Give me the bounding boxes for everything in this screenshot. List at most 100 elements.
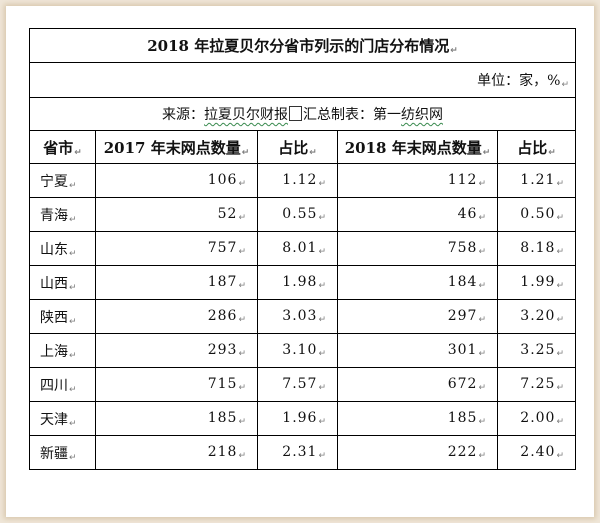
count-2018-cell: 301↵ <box>337 333 498 368</box>
count-2017-cell: 757↵ <box>95 231 258 266</box>
placeholder-box-icon <box>289 106 302 121</box>
paragraph-mark: ↵ <box>318 383 327 393</box>
document-frame: 2018 年拉夏贝尔分省市列示的门店分布情况↵ 单位：家，%↵ 来源：拉夏贝尔财… <box>6 6 594 517</box>
share-2017-cell: 2.31↵ <box>257 435 338 470</box>
paragraph-mark: ↵ <box>318 213 327 223</box>
share-2017-cell: 3.03↵ <box>257 299 338 334</box>
paragraph-mark: ↵ <box>238 213 247 223</box>
count-2017-cell: 185↵ <box>95 401 258 436</box>
paragraph-mark: ↵ <box>238 417 247 427</box>
count-2018-cell: 758↵ <box>337 231 498 266</box>
paragraph-mark: ↵ <box>238 451 247 461</box>
count-2018-cell: 184↵ <box>337 265 498 300</box>
table-row: 新疆↵ 218↵ 2.31↵ 222↵ 2.40↵ <box>29 435 577 470</box>
paragraph-mark: ↵ <box>69 248 77 259</box>
store-distribution-table: 2018 年拉夏贝尔分省市列示的门店分布情况↵ 单位：家，%↵ 来源：拉夏贝尔财… <box>28 28 577 470</box>
province-cell: 青海↵ <box>29 197 96 232</box>
paragraph-mark: ↵ <box>318 349 327 359</box>
province-cell: 宁夏↵ <box>29 163 96 198</box>
count-2018-cell: 185↵ <box>337 401 498 436</box>
paragraph-mark: ↵ <box>450 46 458 56</box>
share-2017-cell: 1.98↵ <box>257 265 338 300</box>
paragraph-mark: ↵ <box>69 180 77 191</box>
paragraph-mark: ↵ <box>478 349 487 359</box>
paragraph-mark: ↵ <box>69 452 77 463</box>
share-2018-cell: 2.40↵ <box>496 435 577 470</box>
paragraph-mark: ↵ <box>69 418 77 429</box>
province-cell: 天津↵ <box>29 401 96 436</box>
unit-row: 单位：家，%↵ <box>28 62 577 98</box>
share-2018-cell: 3.20↵ <box>496 299 577 334</box>
count-2017-cell: 293↵ <box>95 333 258 368</box>
paragraph-mark: ↵ <box>238 349 247 359</box>
share-2018-cell: 1.99↵ <box>496 265 577 300</box>
paragraph-mark: ↵ <box>478 213 487 223</box>
table-row: 山东↵ 757↵ 8.01↵ 758↵ 8.18↵ <box>29 231 577 266</box>
paragraph-mark: ↵ <box>556 179 566 189</box>
paragraph-mark: ↵ <box>74 147 82 158</box>
column-header-share-2018: 占比↵ <box>496 130 577 164</box>
table-row: 四川↵ 715↵ 7.57↵ 672↵ 7.25↵ <box>29 367 577 402</box>
share-2017-cell: 3.10↵ <box>257 333 338 368</box>
paragraph-mark: ↵ <box>309 147 317 158</box>
province-cell: 新疆↵ <box>29 435 96 470</box>
count-2017-cell: 187↵ <box>95 265 258 300</box>
table-row: 山西↵ 187↵ 1.98↵ 184↵ 1.99↵ <box>29 265 577 300</box>
table-title-cell: 2018 年拉夏贝尔分省市列示的门店分布情况↵ <box>28 28 577 63</box>
share-2018-cell: 3.25↵ <box>496 333 577 368</box>
paragraph-mark: ↵ <box>556 451 566 461</box>
source-prefix: 来源： <box>162 107 204 123</box>
count-2017-cell: 286↵ <box>95 299 258 334</box>
paragraph-mark: ↵ <box>318 417 327 427</box>
table-row: 宁夏↵ 106↵ 1.12↵ 112↵ 1.21↵ <box>29 163 577 198</box>
share-2018-cell: 8.18↵ <box>496 231 577 266</box>
count-2018-cell: 112↵ <box>337 163 498 198</box>
province-cell: 陕西↵ <box>29 299 96 334</box>
source-cell: 来源：拉夏贝尔财报 汇总制表：第一纺织网 <box>28 97 577 131</box>
column-header-province: 省市↵ <box>29 130 96 164</box>
paragraph-mark: ↵ <box>556 213 566 223</box>
share-2018-cell: 2.00↵ <box>496 401 577 436</box>
province-cell: 山西↵ <box>29 265 96 300</box>
paragraph-mark: ↵ <box>561 80 570 90</box>
paragraph-mark: ↵ <box>238 179 247 189</box>
paragraph-mark: ↵ <box>478 281 487 291</box>
share-2017-cell: 1.12↵ <box>257 163 338 198</box>
unit-cell: 单位：家，%↵ <box>28 62 577 98</box>
paragraph-mark: ↵ <box>238 247 247 257</box>
paragraph-mark: ↵ <box>478 417 487 427</box>
table-row: 天津↵ 185↵ 1.96↵ 185↵ 2.00↵ <box>29 401 577 436</box>
province-cell: 四川↵ <box>29 367 96 402</box>
paragraph-mark: ↵ <box>548 147 556 158</box>
paragraph-mark: ↵ <box>69 316 77 327</box>
paragraph-mark: ↵ <box>318 247 327 257</box>
count-2018-cell: 297↵ <box>337 299 498 334</box>
paragraph-mark: ↵ <box>556 281 566 291</box>
paragraph-mark: ↵ <box>238 383 247 393</box>
paragraph-mark: ↵ <box>556 383 566 393</box>
province-cell: 山东↵ <box>29 231 96 266</box>
column-header-count-2018: 2018 年末网点数量↵ <box>337 130 498 164</box>
province-cell: 上海↵ <box>29 333 96 368</box>
paragraph-mark: ↵ <box>238 315 247 325</box>
paragraph-mark: ↵ <box>318 315 327 325</box>
count-2018-cell: 46↵ <box>337 197 498 232</box>
paragraph-mark: ↵ <box>238 281 247 291</box>
count-2018-cell: 672↵ <box>337 367 498 402</box>
share-2017-cell: 1.96↵ <box>257 401 338 436</box>
paragraph-mark: ↵ <box>478 451 487 461</box>
table-title: 2018 年拉夏贝尔分省市列示的门店分布情况 <box>147 37 450 55</box>
paragraph-mark: ↵ <box>69 282 77 293</box>
share-2017-cell: 7.57↵ <box>257 367 338 402</box>
source-part1: 拉夏贝尔财报 <box>204 107 288 123</box>
share-2017-cell: 8.01↵ <box>257 231 338 266</box>
paragraph-mark: ↵ <box>478 315 487 325</box>
count-2017-cell: 106↵ <box>95 163 258 198</box>
source-part2: 汇总制表：第一 <box>303 107 401 123</box>
paragraph-mark: ↵ <box>478 383 487 393</box>
paragraph-mark: ↵ <box>482 147 491 158</box>
column-header-count-2017: 2017 年末网点数量↵ <box>95 130 258 164</box>
paragraph-mark: ↵ <box>69 214 77 225</box>
share-2018-cell: 1.21↵ <box>496 163 577 198</box>
column-header-share-2017: 占比↵ <box>257 130 338 164</box>
